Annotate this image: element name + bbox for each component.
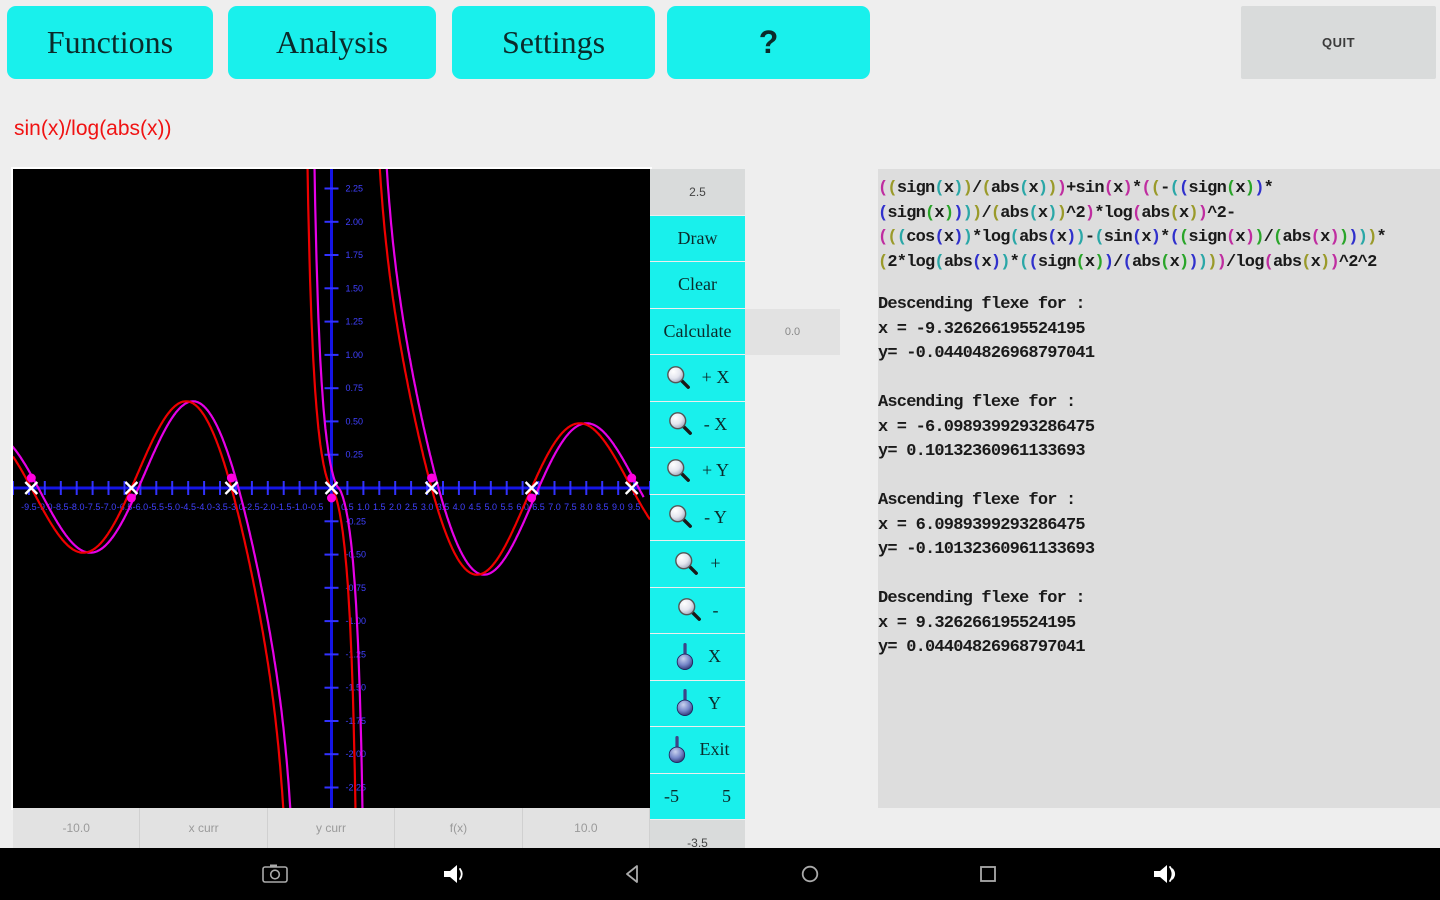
svg-text:-7.5: -7.5 (85, 502, 101, 512)
svg-text:1.00: 1.00 (346, 350, 364, 360)
svg-text:3.0: 3.0 (421, 502, 434, 512)
svg-text:4.5: 4.5 (469, 502, 482, 512)
svg-text:-2.0: -2.0 (260, 502, 276, 512)
svg-text:1.50: 1.50 (346, 283, 364, 293)
svg-text:-2.00: -2.00 (346, 749, 367, 759)
svg-text:1.5: 1.5 (373, 502, 386, 512)
svg-text:-8.5: -8.5 (53, 502, 69, 512)
svg-text:-5.5: -5.5 (149, 502, 165, 512)
svg-text:0.5: 0.5 (341, 502, 354, 512)
svg-text:-5.0: -5.0 (164, 502, 180, 512)
svg-text:5.5: 5.5 (500, 502, 513, 512)
svg-text:-1.5: -1.5 (276, 502, 292, 512)
svg-text:7.0: 7.0 (548, 502, 561, 512)
svg-text:0.25: 0.25 (346, 450, 364, 460)
svg-text:-3.5: -3.5 (212, 502, 228, 512)
svg-text:8.5: 8.5 (596, 502, 609, 512)
svg-text:2.00: 2.00 (346, 217, 364, 227)
svg-text:-7.0: -7.0 (101, 502, 117, 512)
svg-text:2.5: 2.5 (405, 502, 418, 512)
svg-text:-4.5: -4.5 (180, 502, 196, 512)
svg-text:-1.0: -1.0 (292, 502, 308, 512)
svg-text:-9.5: -9.5 (21, 502, 37, 512)
svg-text:2.0: 2.0 (389, 502, 402, 512)
svg-text:2.25: 2.25 (346, 184, 364, 194)
svg-text:7.5: 7.5 (564, 502, 577, 512)
svg-text:-0.5: -0.5 (308, 502, 324, 512)
svg-text:1.0: 1.0 (357, 502, 370, 512)
svg-text:8.0: 8.0 (580, 502, 593, 512)
svg-text:9.0: 9.0 (612, 502, 625, 512)
svg-text:-8.0: -8.0 (69, 502, 85, 512)
svg-text:4.0: 4.0 (453, 502, 466, 512)
svg-text:-0.50: -0.50 (346, 550, 367, 560)
svg-text:6.5: 6.5 (532, 502, 545, 512)
svg-text:1.75: 1.75 (346, 250, 364, 260)
svg-text:9.5: 9.5 (628, 502, 641, 512)
svg-text:1.25: 1.25 (346, 317, 364, 327)
svg-text:-1.25: -1.25 (346, 649, 367, 659)
svg-text:-2.5: -2.5 (244, 502, 260, 512)
svg-text:-1.50: -1.50 (346, 683, 367, 693)
svg-text:0.50: 0.50 (346, 416, 364, 426)
svg-text:0.75: 0.75 (346, 383, 364, 393)
svg-text:-4.0: -4.0 (196, 502, 212, 512)
svg-text:5.0: 5.0 (485, 502, 498, 512)
svg-text:-6.0: -6.0 (133, 502, 149, 512)
svg-text:-1.75: -1.75 (346, 716, 367, 726)
